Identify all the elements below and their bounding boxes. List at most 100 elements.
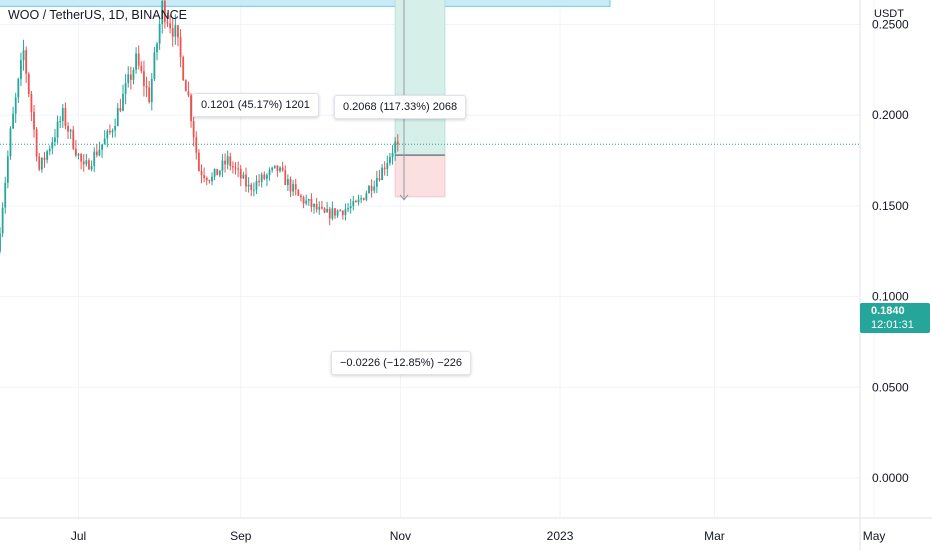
loss-zone[interactable] <box>394 154 446 198</box>
candle-body <box>355 201 357 203</box>
candle-body <box>378 178 381 180</box>
candle-body <box>221 160 224 171</box>
candle-body <box>305 200 308 204</box>
candle-body <box>341 210 344 216</box>
candle-body <box>20 60 22 79</box>
measure-label-1[interactable]: 0.1201 (45.17%) 1201 <box>192 93 319 117</box>
x-tick-label: Sep <box>230 529 252 543</box>
candle-body <box>51 141 54 149</box>
candle-body <box>101 144 103 150</box>
y-tick-label: 0.2000 <box>872 108 909 122</box>
candle-body <box>347 208 349 210</box>
candle-body <box>140 65 143 72</box>
candle-body <box>158 24 161 44</box>
candle-body <box>72 129 75 149</box>
candle-body <box>271 167 274 171</box>
candle-body <box>195 137 198 153</box>
candle-body <box>289 179 292 192</box>
candle-body <box>82 161 85 165</box>
candle-body <box>336 210 339 216</box>
candle-body <box>33 111 35 130</box>
overlay-lines <box>0 0 860 201</box>
candle-body <box>375 178 378 187</box>
candle-body <box>116 108 119 127</box>
profit-zone[interactable] <box>394 0 446 156</box>
candles <box>0 0 399 254</box>
candle-body <box>156 43 158 53</box>
candle-body <box>95 151 98 156</box>
candle-body <box>169 23 172 29</box>
candle-body <box>77 154 80 156</box>
measure-label-3[interactable]: −0.0226 (−12.85%) −226 <box>331 351 472 375</box>
candle-body <box>1 207 4 234</box>
candle-body <box>187 91 190 96</box>
candle-body <box>213 168 216 177</box>
candle-body <box>383 167 386 170</box>
candle-body <box>318 206 321 210</box>
candle-body <box>145 85 148 88</box>
candle-body <box>386 163 389 170</box>
candle-body <box>205 178 208 181</box>
candle-body <box>166 21 169 24</box>
x-tick-label: 2023 <box>547 529 574 543</box>
x-tick-label: Nov <box>390 529 411 543</box>
candle-body <box>90 165 93 170</box>
candle-body <box>281 167 284 171</box>
candle-body <box>294 184 297 190</box>
candle-body <box>250 184 253 190</box>
candle-body <box>247 184 250 187</box>
candle-body <box>4 182 7 208</box>
candle-body <box>48 148 51 152</box>
resistance-zone[interactable] <box>0 0 611 7</box>
candle-body <box>103 138 106 145</box>
candle-body <box>153 52 156 79</box>
candle-body <box>252 189 255 191</box>
candle-body <box>119 108 122 111</box>
y-tick-label: 0.1500 <box>872 199 909 213</box>
candle-body <box>27 73 30 94</box>
candle-body <box>93 151 96 166</box>
symbol-title[interactable]: WOO / TetherUS, 1D, BINANCE <box>8 8 187 22</box>
candle-body <box>192 121 195 138</box>
candle-body <box>171 28 174 37</box>
x-tick-label: May <box>863 529 886 543</box>
measure-arrow-3-head <box>399 194 409 201</box>
candle-body <box>258 181 260 183</box>
candle-body <box>64 108 67 126</box>
zones[interactable] <box>0 0 612 7</box>
candle-body <box>143 71 145 86</box>
candle-body <box>286 179 289 185</box>
candle-body <box>161 0 164 25</box>
candle-body <box>88 160 90 170</box>
candle-body <box>328 208 331 219</box>
candle-body <box>54 137 56 142</box>
candle-body <box>211 176 213 182</box>
candle-body <box>229 156 232 167</box>
candle-body <box>255 181 258 190</box>
candle-body <box>163 0 166 22</box>
long-position[interactable] <box>394 0 446 198</box>
candle-body <box>266 175 268 179</box>
candle-body <box>381 167 383 180</box>
candle-body <box>302 197 305 204</box>
candle-body <box>182 57 185 81</box>
bar-countdown: 12:01:31 <box>871 319 914 331</box>
candle-body <box>190 95 192 122</box>
candle-body <box>17 78 20 98</box>
candle-body <box>232 166 234 168</box>
candle-body <box>6 156 9 183</box>
candle-body <box>74 148 77 156</box>
candle-body <box>260 174 263 182</box>
candle-body <box>216 168 219 176</box>
candle-body <box>43 157 46 160</box>
candle-body <box>334 208 336 216</box>
candle-body <box>22 50 25 61</box>
candle-body <box>224 160 226 165</box>
candle-body <box>226 156 229 165</box>
candle-body <box>67 125 69 132</box>
candle-body <box>326 208 329 213</box>
candle-body <box>352 201 355 207</box>
measure-label-2[interactable]: 0.2068 (117.33%) 2068 <box>334 95 467 119</box>
